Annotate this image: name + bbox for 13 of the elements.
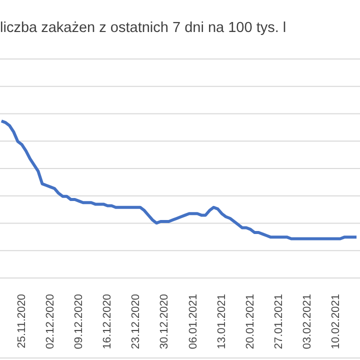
x-tick-label: 09.12.2020 — [72, 294, 85, 350]
x-tick-label: 02.12.2020 — [44, 294, 56, 350]
x-tick-label: 03.02.2021 — [302, 294, 314, 350]
x-tick-label: 30.12.2020 — [158, 294, 171, 350]
x-tick-label: 25.11.2020 — [16, 294, 28, 348]
x-tick-label: 23.12.2020 — [130, 294, 142, 350]
chart-title: liczba zakażen z ostatnich 7 dni na 100 tys. l — [0, 20, 286, 36]
x-tick-label: 27.01.2021 — [272, 294, 285, 350]
x-tick-label: 06.01.2021 — [187, 294, 200, 350]
x-tick-label: 13.01.2021 — [216, 294, 228, 350]
x-tick-label: 16.12.2020 — [102, 294, 114, 350]
x-tick-label: 20.01.2021 — [244, 294, 256, 350]
x-tick-label: 10.02.2021 — [330, 294, 342, 350]
